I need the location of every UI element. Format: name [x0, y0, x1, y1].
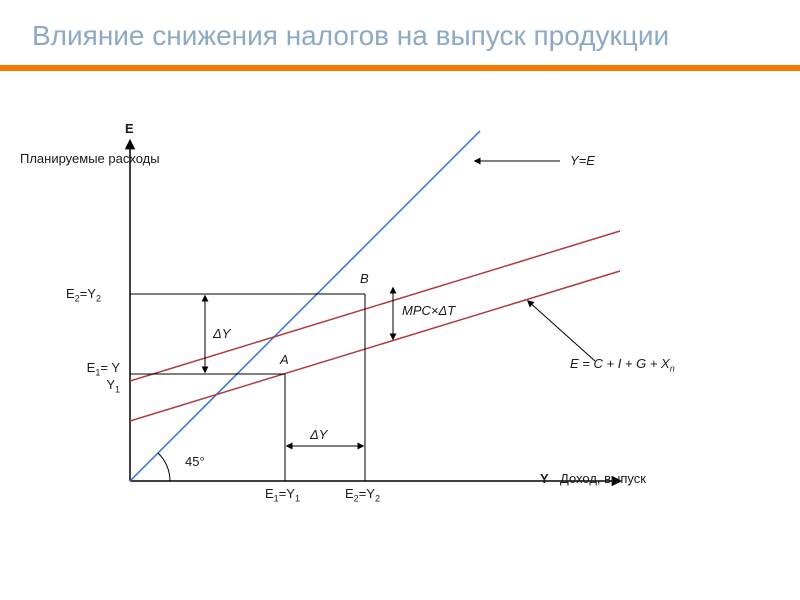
page-title: Влияние снижения налогов на выпуск проду…	[32, 18, 768, 53]
keynesian-cross-chart: E Планируемые расходы Y Доход, выпуск 45…	[0, 71, 800, 571]
arrow-eqn	[528, 301, 595, 361]
angle-arc	[158, 453, 170, 481]
label-mpc: MPC×ΔT	[402, 303, 455, 318]
axis-label-planned-exp: Планируемые расходы	[20, 151, 120, 167]
ytick-e1: E1= YY1	[75, 361, 120, 395]
axis-label-output: Доход, выпуск	[560, 471, 646, 486]
point-A: A	[280, 352, 289, 367]
label-dY-horiz: ΔY	[310, 427, 327, 442]
label-dY-vert: ΔY	[213, 326, 230, 341]
label-equation: E = C + I + G + Xn	[570, 356, 675, 374]
label-yEqE: Y=E	[570, 153, 595, 168]
axis-label-Y: Y	[540, 471, 549, 486]
expenditure-line-2	[130, 231, 620, 381]
xtick-e1: E1=Y1	[265, 486, 300, 504]
ytick-e2: E2=Y2	[66, 286, 101, 304]
angle-label: 45°	[185, 454, 205, 469]
point-B: B	[360, 271, 369, 286]
xtick-e2: E2=Y2	[345, 486, 380, 504]
axis-label-E: E	[125, 121, 134, 136]
